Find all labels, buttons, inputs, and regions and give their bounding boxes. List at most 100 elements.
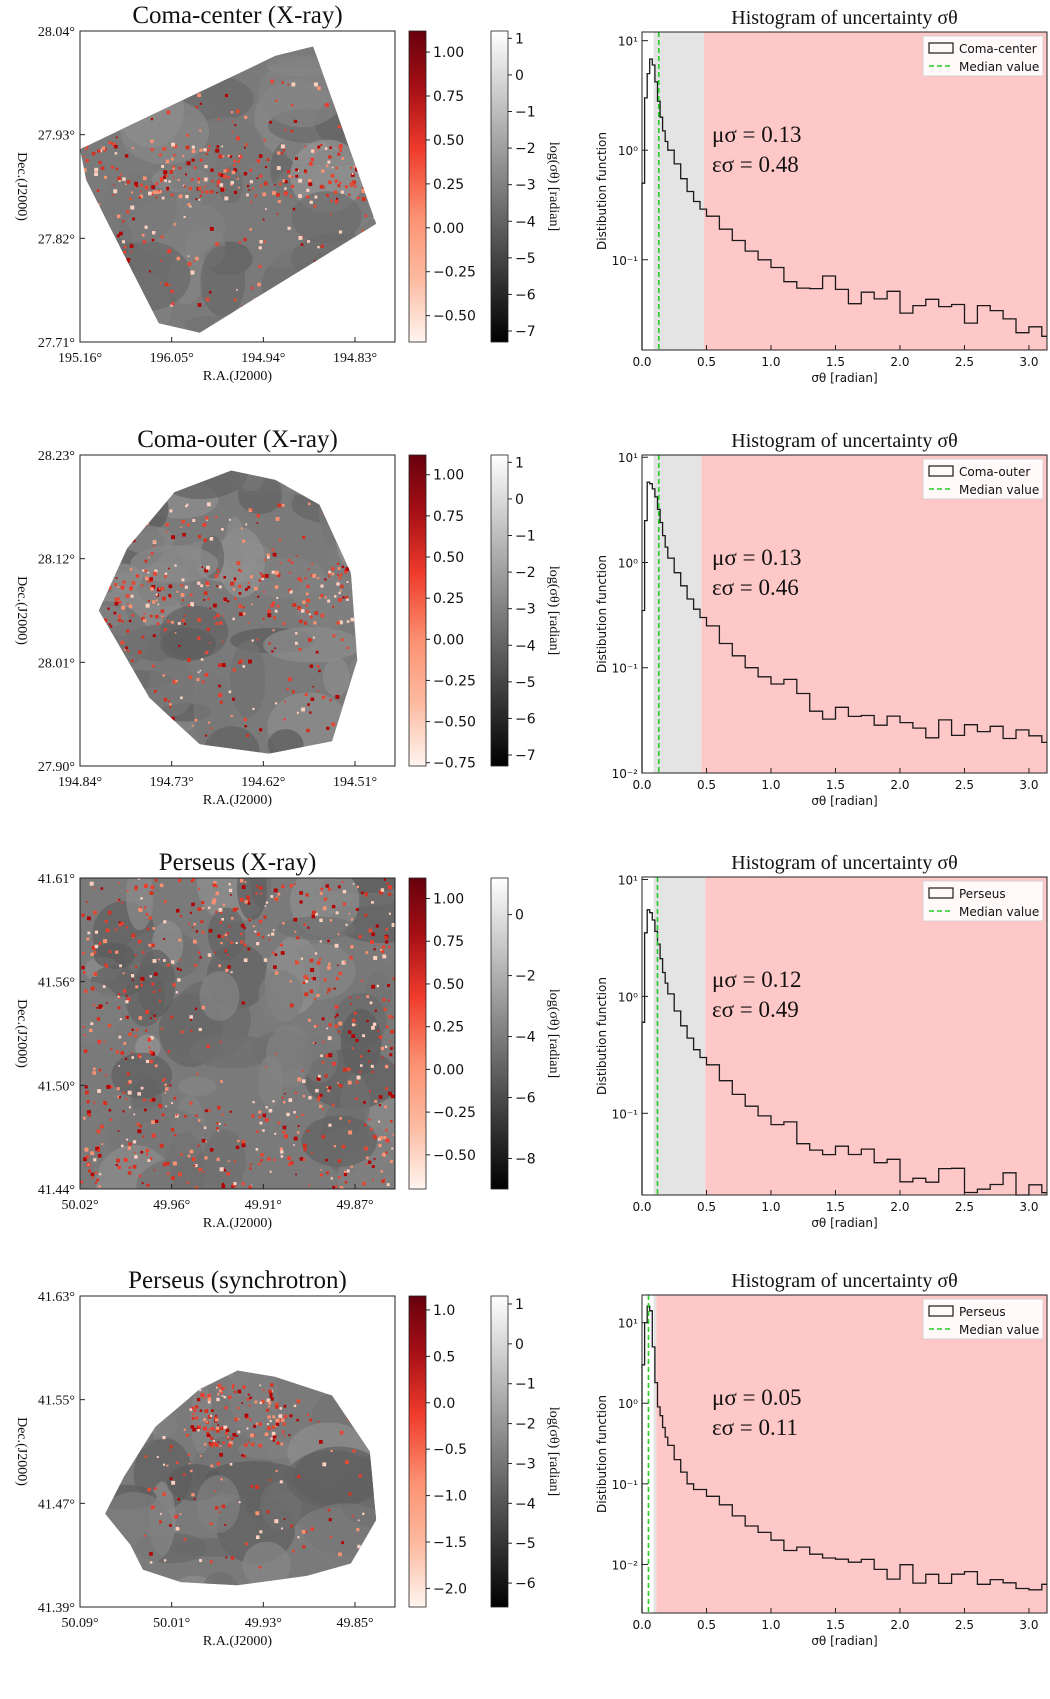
map-gray-patch [109, 1370, 197, 1390]
map-red-pixel [263, 591, 265, 593]
map-red-pixel [150, 118, 154, 121]
map-red-pixel [114, 145, 118, 149]
map-red-pixel [177, 978, 181, 982]
map-red-pixel [198, 198, 201, 201]
map-red-pixel [293, 1110, 296, 1114]
map-red-pixel [138, 878, 140, 880]
map-red-pixel [355, 1097, 358, 1100]
map-red-pixel [80, 144, 85, 149]
map-red-pixel [263, 915, 267, 919]
map-red-pixel [383, 1007, 387, 1011]
map-red-pixel [83, 587, 85, 589]
map-red-pixel [334, 943, 339, 948]
map-red-pixel [232, 588, 236, 591]
map-red-pixel [271, 1397, 274, 1401]
map-red-pixel [123, 1157, 128, 1162]
map-red-pixel [205, 734, 208, 737]
map-red-pixel [333, 595, 337, 598]
map-gray-patch [229, 1370, 279, 1433]
map-gray-patch [301, 1115, 377, 1167]
map-red-pixel [287, 1156, 291, 1161]
map-red-pixel [125, 1015, 129, 1019]
map-red-pixel [337, 573, 340, 576]
map-gray-patch [328, 744, 358, 754]
map-red-pixel [319, 1104, 323, 1108]
map-red-pixel [145, 1029, 148, 1032]
map-red-pixel [247, 902, 251, 905]
map-red-pixel [294, 883, 297, 885]
map-red-pixel [391, 599, 393, 601]
map-red-pixel [356, 885, 360, 889]
map-red-pixel [164, 282, 169, 287]
map-red-pixel [384, 1045, 388, 1048]
map-red-pixel [81, 192, 83, 194]
map-red-pixel [104, 523, 108, 527]
map-red-pixel [224, 1406, 228, 1410]
map-red-pixel [288, 1098, 293, 1102]
map-red-pixel [140, 976, 145, 981]
map-red-pixel [302, 981, 306, 985]
map-red-pixel [193, 166, 197, 170]
red-colorbar-tick-label: 1.00 [433, 892, 464, 908]
histogram-xtick-label: 0.5 [697, 355, 716, 369]
map-red-pixel [372, 1179, 375, 1182]
map-red-pixel [238, 584, 242, 589]
map-red-pixel [364, 599, 367, 602]
map-red-pixel [346, 646, 349, 650]
map-red-pixel [149, 614, 153, 618]
histogram-xtick-label: 1.0 [761, 355, 780, 369]
map-red-pixel [203, 1418, 206, 1422]
map-red-pixel [372, 1135, 377, 1140]
map-red-pixel [98, 617, 101, 620]
map-red-pixel [219, 921, 222, 924]
map-red-pixel [351, 172, 354, 175]
map-red-pixel [179, 968, 182, 971]
map-red-pixel [259, 572, 262, 575]
map-red-pixel [193, 260, 195, 262]
map-red-pixel [142, 1135, 145, 1138]
map-red-pixel [372, 1022, 377, 1026]
map-red-pixel [99, 1173, 102, 1176]
map-red-pixel [174, 1514, 178, 1519]
map-red-pixel [335, 911, 339, 915]
map-red-pixel [172, 165, 176, 169]
map-red-pixel [159, 177, 164, 181]
map-red-pixel [162, 1492, 166, 1497]
map-red-pixel [120, 1051, 125, 1055]
map-red-pixel [282, 1125, 287, 1130]
map-red-pixel [353, 609, 356, 611]
map-red-pixel [142, 524, 146, 528]
map-red-pixel [219, 1167, 224, 1172]
map-red-pixel [311, 562, 314, 565]
map-red-pixel [194, 963, 197, 967]
map-red-pixel [128, 1032, 132, 1036]
histogram-ytick-label: 10⁻¹ [612, 1107, 639, 1121]
legend-histogram-label: Perseus [959, 1305, 1006, 1319]
map-red-pixel [112, 194, 115, 196]
map-red-pixel [270, 1437, 273, 1440]
map-red-pixel [103, 939, 108, 944]
map-red-pixel [274, 1437, 277, 1440]
map-red-pixel [384, 211, 386, 213]
map-red-pixel [378, 724, 382, 728]
map-red-pixel [88, 274, 92, 279]
map-red-pixel [152, 634, 156, 638]
map-red-pixel [330, 263, 333, 266]
map-red-pixel [162, 1162, 167, 1167]
map-ytick-label: 28.12° [38, 553, 75, 568]
map-red-pixel [177, 878, 182, 883]
map-red-pixel [326, 991, 329, 994]
map-red-pixel [96, 1178, 99, 1182]
map-red-pixel [236, 289, 238, 291]
map-red-pixel [125, 1057, 128, 1060]
map-red-pixel [181, 599, 184, 602]
map-red-pixel [356, 1528, 360, 1532]
map-red-pixel [309, 989, 314, 994]
map-red-pixel [97, 293, 101, 297]
map-red-pixel [229, 1110, 232, 1113]
map-red-pixel [204, 650, 209, 655]
map-red-pixel [137, 939, 142, 944]
map-red-pixel [224, 1431, 228, 1435]
histogram-1: Histogram of uncertainty σθ0.0 0.5 1.0 1.5 2… [595, 7, 1048, 385]
map-red-pixel [307, 1018, 311, 1022]
